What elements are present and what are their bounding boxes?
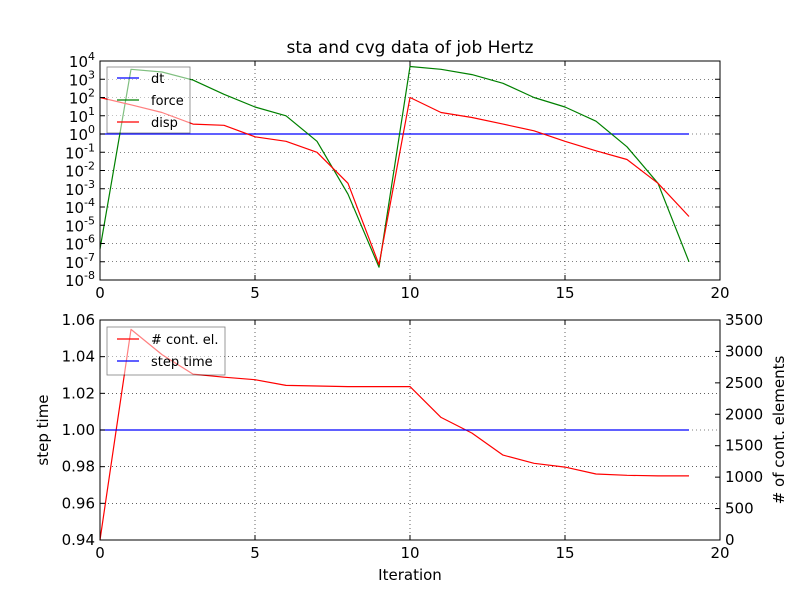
x-tick-label: 0 bbox=[95, 544, 105, 562]
x-tick-label: 5 bbox=[250, 544, 260, 562]
y-tick-label: 1.02 bbox=[62, 384, 95, 402]
y-tick-label: 103 bbox=[69, 68, 95, 89]
y-tick-label-right: 2000 bbox=[725, 405, 763, 423]
y-tick-label: 10-1 bbox=[65, 141, 95, 162]
y-tick-label: 10-7 bbox=[65, 251, 95, 272]
legend-label-dt: dt bbox=[151, 72, 164, 87]
y-axis-label: step time bbox=[34, 394, 52, 465]
y-tick-label-right: 2500 bbox=[725, 374, 763, 392]
chart-title: sta and cvg data of job Hertz bbox=[287, 38, 534, 58]
legend: dt force disp bbox=[106, 66, 191, 134]
y-tick-label-right: 3500 bbox=[725, 311, 763, 329]
y-tick-label-right: 500 bbox=[725, 500, 754, 518]
y-tick-label-right: 0 bbox=[725, 531, 735, 549]
y-tick-label: 0.96 bbox=[62, 494, 95, 512]
legend-label-force: force bbox=[151, 94, 184, 109]
series-line-force bbox=[99, 65, 690, 268]
y-tick-label: 1.04 bbox=[62, 348, 95, 366]
y-tick-label: 100 bbox=[69, 123, 95, 144]
y-tick-label-right: 1000 bbox=[725, 468, 763, 486]
y-tick-label: 1.00 bbox=[62, 421, 95, 439]
x-tick-label: 10 bbox=[400, 544, 419, 562]
y-tick-label-right: 3000 bbox=[725, 342, 763, 360]
y-tick-label: 10-4 bbox=[65, 196, 95, 217]
y-tick-label-right: 1500 bbox=[725, 437, 763, 455]
legend-label-disp: disp bbox=[151, 116, 178, 131]
y-tick-label: 104 bbox=[69, 50, 95, 71]
y-tick-label: 0.98 bbox=[62, 458, 95, 476]
y-tick-label: 10-6 bbox=[65, 233, 95, 254]
bottom-plot: 0 5 10 15 20 0.94 0.96 0.98 1.00 1.02 1.04 1.06 0 500… bbox=[34, 311, 788, 584]
legend-box bbox=[106, 326, 226, 376]
y-tick-label: 10-3 bbox=[65, 178, 95, 199]
x-tick-label: 20 bbox=[710, 284, 729, 302]
y-tick-label: 102 bbox=[69, 87, 95, 108]
legend: # cont. el. step time bbox=[106, 326, 226, 376]
y-tick-label: 10-2 bbox=[65, 160, 95, 181]
y-tick-label: 1.06 bbox=[62, 311, 95, 329]
y-tick-label: 101 bbox=[69, 105, 95, 126]
y-tick-label: 10-5 bbox=[65, 214, 95, 235]
top-plot: 0 5 10 15 20 10-810-710-610-510-410-310-210-1… bbox=[65, 38, 730, 302]
x-tick-label: 15 bbox=[555, 284, 574, 302]
series-line-disp bbox=[99, 96, 690, 266]
legend-label: step time bbox=[151, 355, 213, 370]
x-tick-label: 20 bbox=[710, 544, 729, 562]
x-tick-label: 5 bbox=[250, 284, 260, 302]
x-tick-label: 0 bbox=[95, 284, 105, 302]
x-tick-label: 10 bbox=[400, 284, 419, 302]
legend-label: # cont. el. bbox=[151, 333, 218, 348]
y-axis-label-right: # of cont. elements bbox=[770, 356, 788, 505]
x-tick-label: 15 bbox=[555, 544, 574, 562]
y-tick-label: 10-8 bbox=[65, 269, 95, 290]
y-tick-label: 0.94 bbox=[62, 531, 95, 549]
x-axis-label: Iteration bbox=[378, 566, 442, 584]
